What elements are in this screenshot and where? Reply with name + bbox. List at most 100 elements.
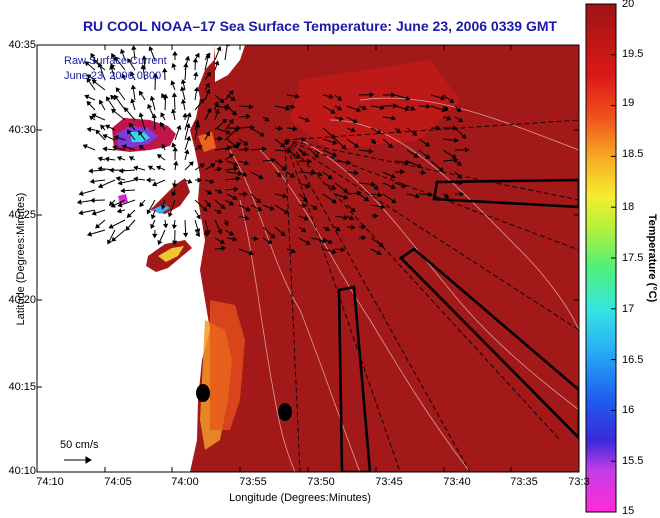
current-vector-arrow	[418, 138, 430, 147]
current-vector-arrow	[214, 94, 225, 104]
colorbar-tick-label: 19	[622, 97, 635, 109]
current-vector-arrow	[238, 248, 254, 256]
current-vector-arrow	[322, 149, 338, 157]
current-vector-arrow	[223, 219, 229, 227]
hot-coastal-zone	[210, 300, 245, 430]
current-vector-arrow	[346, 138, 359, 148]
current-vector-arrow	[370, 237, 384, 247]
current-vector-arrow	[454, 180, 464, 186]
current-vector-arrow	[86, 77, 96, 91]
vector-legend-time: June 23, 2006 0300	[64, 70, 162, 82]
current-vector-arrow	[370, 213, 379, 219]
current-vector-arrow	[138, 112, 146, 131]
current-vector-arrow	[310, 237, 328, 244]
current-vector-arrow	[126, 209, 136, 218]
current-vector-arrow	[90, 197, 106, 204]
current-vector-arrow	[170, 108, 177, 121]
current-vector-arrow	[442, 193, 450, 198]
current-vector-arrow	[171, 219, 178, 230]
current-vector-arrow	[160, 112, 166, 121]
current-vector-arrow	[204, 178, 215, 185]
current-vector-arrow	[162, 93, 169, 111]
y-tick-label: 40:30	[8, 124, 36, 136]
current-vector-arrow	[214, 158, 224, 165]
current-vector-arrow	[194, 98, 205, 111]
current-vector-arrow	[172, 50, 178, 61]
current-vector-arrow	[174, 124, 182, 141]
current-vector-arrow	[358, 193, 370, 202]
current-vector-arrow	[224, 199, 235, 206]
current-vector-arrow	[262, 226, 276, 239]
current-vector-arrow	[250, 235, 259, 242]
current-vector-arrow	[224, 186, 239, 192]
current-vector-arrow	[358, 224, 367, 230]
current-vector-arrow	[150, 209, 156, 220]
current-vector-arrow	[204, 131, 211, 141]
current-vector-arrow	[180, 98, 187, 111]
current-vector-arrow	[130, 71, 136, 81]
x-tick-label: 73:3	[568, 476, 590, 488]
current-vector-arrow	[171, 62, 177, 71]
vector-scale-label: 50 cm/s	[60, 439, 99, 451]
current-vector-arrow	[262, 237, 273, 244]
current-vector-arrow	[322, 248, 337, 255]
current-vector-arrow	[310, 149, 319, 158]
current-vector-arrow	[250, 127, 265, 137]
current-vector-arrow	[346, 215, 355, 221]
current-vector-arrow	[110, 94, 116, 101]
current-vector-arrow	[149, 95, 156, 111]
current-vector-arrow	[226, 94, 236, 101]
current-vector-arrow	[322, 237, 333, 244]
current-vector-arrow	[194, 177, 202, 183]
current-vector-arrow	[406, 193, 421, 199]
current-vector-arrow	[226, 138, 239, 149]
current-vector-arrow	[322, 193, 337, 204]
current-vector-arrow	[298, 149, 307, 156]
x-tick-label: 73:45	[375, 476, 403, 488]
current-vector-arrow	[184, 112, 192, 131]
current-vector-arrow	[78, 189, 96, 196]
current-vector-arrow	[150, 219, 156, 229]
current-vector-arrow	[418, 103, 431, 110]
current-vector-arrow	[226, 105, 237, 116]
current-vector-arrow	[334, 214, 349, 221]
current-vector-arrow	[86, 74, 96, 81]
current-vector-arrow	[86, 100, 96, 111]
current-vector-arrow	[121, 73, 127, 81]
current-vector-arrow	[84, 61, 96, 71]
current-vectors	[76, 45, 470, 256]
current-vector-arrow	[214, 237, 225, 244]
current-vector-arrow	[214, 209, 222, 214]
current-vector-arrow	[224, 165, 239, 172]
current-vector-arrow	[121, 144, 136, 151]
current-vector-arrow	[110, 199, 126, 208]
current-vector-arrow	[117, 199, 136, 208]
current-vector-arrow	[406, 127, 418, 136]
colorbar-tick-label: 17.5	[622, 252, 644, 264]
y-tick-label: 40:10	[8, 465, 36, 477]
current-vector-arrow	[322, 105, 336, 114]
current-vector-arrow	[262, 157, 276, 163]
shipping-lanes	[337, 178, 579, 472]
current-vector-arrow	[298, 202, 307, 209]
current-vector-arrow	[274, 160, 287, 171]
current-vector-arrow	[262, 116, 270, 122]
current-vector-arrow	[204, 88, 211, 101]
current-vector-arrow	[442, 105, 449, 111]
current-vector-arrow	[238, 191, 248, 197]
current-vector-arrow	[120, 187, 136, 194]
current-vector-arrow	[238, 160, 250, 166]
colorbar-tick-label: 18.5	[622, 148, 644, 160]
current-vector-arrow	[238, 204, 251, 212]
current-vector-arrow	[182, 112, 188, 121]
colorbar-tick-label: 16	[622, 404, 635, 416]
axis-ticks	[36, 44, 580, 473]
current-vector-arrow	[91, 209, 106, 216]
current-vector-arrow	[204, 189, 213, 195]
current-vector-arrow	[95, 219, 106, 229]
current-vector-arrow	[454, 147, 470, 153]
current-vector-arrow	[203, 229, 209, 237]
current-vector-arrow	[95, 129, 106, 141]
current-vector-arrow	[97, 62, 106, 81]
current-vector-arrow	[224, 142, 242, 151]
